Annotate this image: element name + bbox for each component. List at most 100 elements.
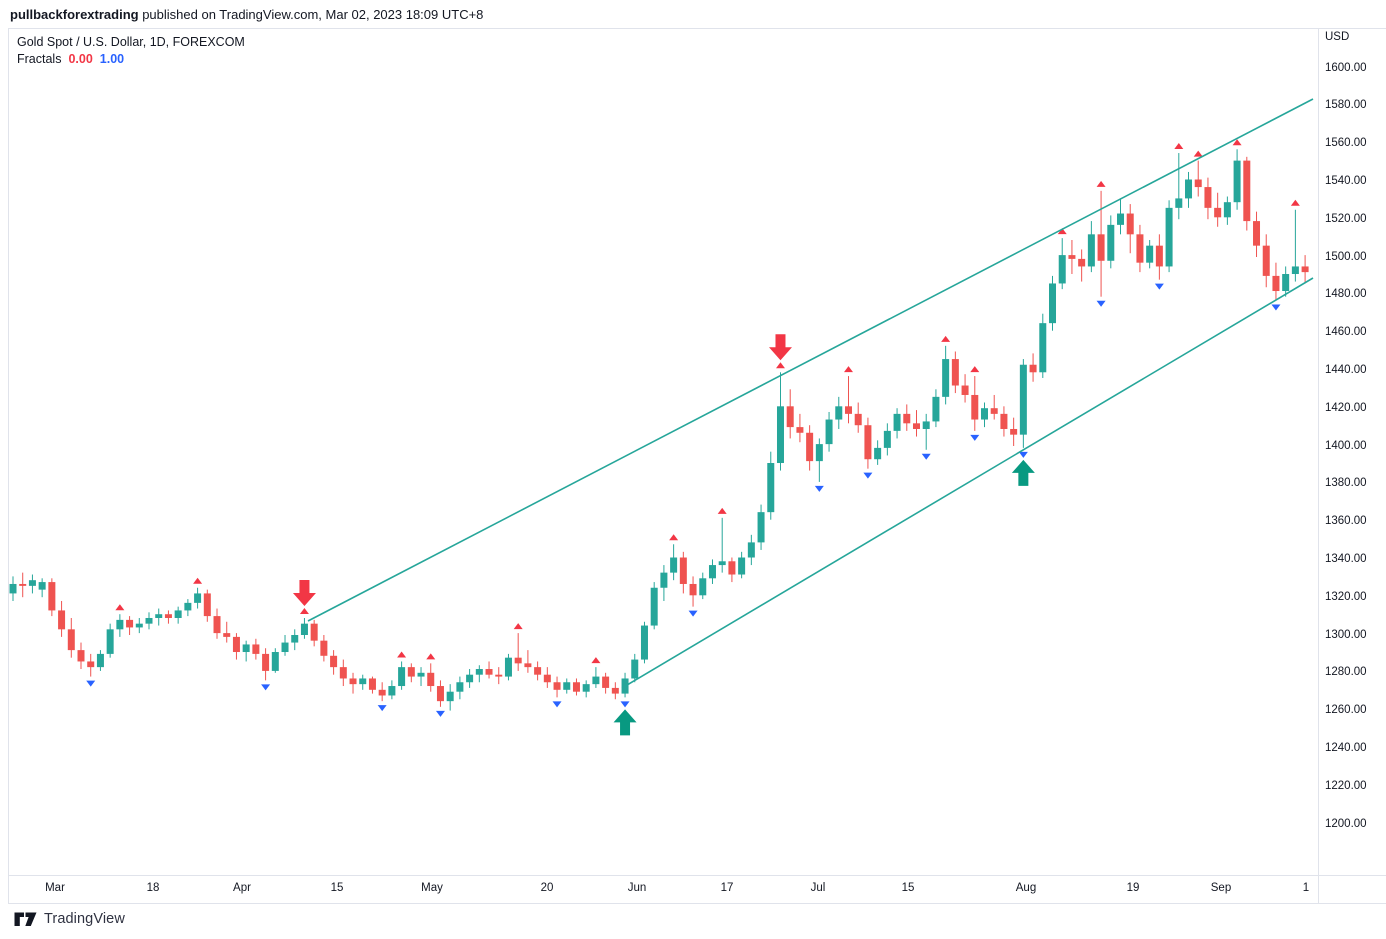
candle-body [77, 650, 85, 662]
candle-body [1107, 224, 1115, 261]
candle-body [407, 667, 415, 677]
candle-body [466, 674, 474, 683]
candle-body [223, 633, 231, 637]
candle-body [300, 623, 308, 635]
candle-body [679, 557, 687, 584]
candle-body [757, 512, 765, 543]
candle-body [796, 427, 804, 433]
fractal-down-icon [688, 610, 698, 617]
candle-body [1097, 234, 1105, 261]
trend-channel-lower-line[interactable] [621, 277, 1314, 689]
candle-body [942, 359, 950, 397]
fractal-down-icon [620, 701, 630, 708]
candle-body [19, 583, 27, 586]
candle-body [1243, 160, 1251, 222]
candle-body [9, 583, 17, 594]
fractal-down-icon [435, 710, 445, 717]
candle-body [1233, 160, 1241, 203]
candle-body [504, 657, 512, 677]
fractal-up-icon [193, 577, 203, 584]
candle-body [883, 430, 891, 448]
indicator-value-low: 0.00 [68, 52, 93, 66]
byline: pullbackforextrading published on Tradin… [10, 7, 483, 22]
fractal-up-icon [843, 366, 853, 373]
candle-body [971, 394, 979, 420]
candle-body [446, 691, 454, 702]
candle-body [378, 689, 386, 696]
candle-body [155, 614, 163, 618]
fractal-up-icon [941, 335, 951, 342]
candle-body [1253, 221, 1261, 246]
candle-body [602, 676, 610, 688]
candle-body [874, 447, 882, 460]
fractal-up-icon [299, 607, 309, 614]
candle-body [106, 629, 114, 654]
buy-arrow-icon[interactable] [613, 709, 637, 736]
candle-body [1117, 213, 1125, 225]
candle-body [281, 642, 289, 653]
candle-body [96, 653, 104, 668]
candle-body [553, 682, 561, 690]
sell-arrow-icon[interactable] [292, 579, 316, 606]
candle-body [1291, 266, 1299, 275]
candle-body [145, 617, 153, 624]
fractal-up-icon [513, 623, 523, 630]
candle-body [359, 678, 367, 685]
currency-label: USD [1325, 31, 1350, 43]
candle-body [398, 667, 406, 687]
trend-channel-upper-line[interactable] [307, 98, 1314, 622]
indicator-row[interactable]: Fractals 0.00 1.00 [17, 51, 245, 67]
candle-body [232, 636, 240, 653]
candle-body [864, 425, 872, 460]
candle-body [1136, 234, 1144, 263]
candle-body [485, 669, 493, 675]
candle-body [1000, 413, 1008, 429]
candle-body [738, 557, 746, 575]
fractal-down-icon [1096, 300, 1106, 307]
chart-legend: Gold Spot / U.S. Dollar, 1D, FOREXCOM Fr… [17, 34, 245, 67]
tradingview-logo[interactable]: TradingView [14, 911, 125, 927]
candle-body [310, 623, 318, 641]
candle-body [981, 408, 988, 420]
candle-body [592, 676, 600, 685]
candle-body [262, 653, 270, 671]
candle-body [776, 406, 784, 464]
fractal-up-icon [1096, 180, 1106, 187]
candle-body [670, 557, 678, 573]
tradingview-logo-text: TradingView [44, 911, 125, 927]
fractal-down-icon [261, 684, 271, 691]
sell-arrow-icon[interactable] [768, 334, 792, 361]
candle-body [747, 542, 755, 558]
candle-body [582, 684, 590, 692]
fractal-up-icon [775, 362, 785, 369]
indicator-value-high: 1.00 [99, 52, 125, 66]
candle-body [835, 406, 843, 420]
fractal-up-icon [1174, 143, 1184, 150]
candle-body [349, 678, 357, 685]
candle-body [1175, 198, 1183, 208]
fractal-up-icon [591, 657, 601, 664]
candle-body [368, 678, 376, 690]
candle-body [650, 587, 658, 626]
candle-body [1262, 245, 1270, 276]
candle-body [28, 580, 36, 586]
candle-body [922, 421, 930, 429]
candle-body [903, 413, 911, 424]
candle-body [1126, 213, 1134, 235]
byline-username: pullbackforextrading [10, 7, 139, 22]
candle-body [320, 640, 328, 656]
candle-body [1146, 245, 1154, 263]
fractal-down-icon [970, 434, 980, 441]
symbol-title[interactable]: Gold Spot / U.S. Dollar, 1D, FOREXCOM [17, 35, 245, 49]
candle-body [38, 582, 46, 590]
fractal-up-icon [717, 507, 727, 514]
candle-body [1165, 207, 1173, 267]
buy-arrow-icon[interactable] [1011, 459, 1035, 486]
indicator-name: Fractals [17, 52, 62, 66]
fractal-down-icon [552, 701, 562, 708]
candle-body [1087, 234, 1095, 267]
candle-body [427, 672, 435, 687]
fractal-down-icon [1271, 304, 1281, 311]
